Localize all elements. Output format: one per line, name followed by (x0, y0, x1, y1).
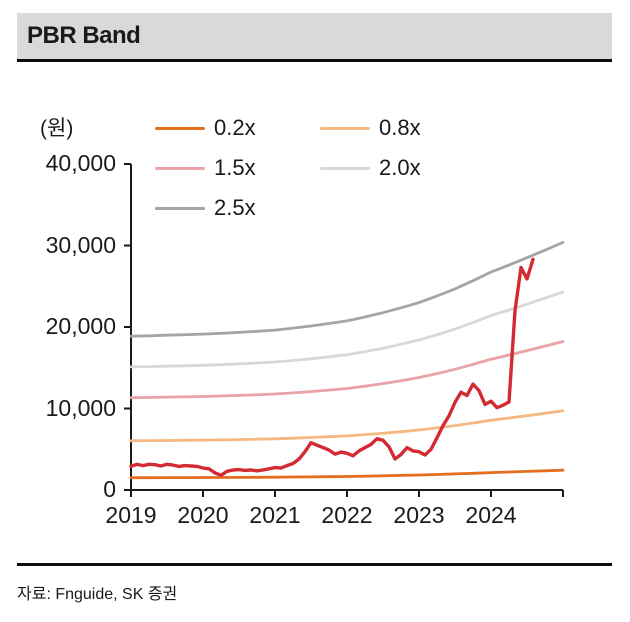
y-tick-label-10000: 10,000 (45, 394, 116, 421)
page-title: PBR Band (27, 22, 141, 49)
legend-label: 2.5x (214, 195, 256, 220)
source-text: 자료: Fnguide, SK 증권 (17, 586, 178, 603)
x-tick-label-2023: 2023 (393, 502, 445, 528)
series-line-1.5x (129, 340, 565, 400)
axis-lines (124, 163, 564, 497)
series-line-2.0x (129, 290, 565, 369)
x-tick-label-2022: 2022 (321, 502, 373, 528)
x-tick-label-2020: 2020 (177, 502, 229, 528)
legend-item-0.8x: 0.8x (320, 108, 485, 148)
footer-divider (17, 563, 612, 566)
series-line-0.8x (129, 409, 565, 443)
legend-label: 1.5x (214, 155, 256, 180)
series-line-0.2x (129, 468, 565, 480)
legend-label: 0.8x (379, 115, 421, 140)
series-line-2.5x (129, 240, 565, 338)
legend-item-0.2x: 0.2x (155, 108, 320, 148)
y-tick-label-20000: 20,000 (45, 313, 116, 339)
x-tick-label-2021: 2021 (249, 502, 301, 528)
y-tick-label-0: 0 (103, 476, 116, 502)
legend-item-2.5x: 2.5x (155, 188, 320, 228)
y-tick-label-40000: 40,000 (45, 150, 116, 176)
legend-swatch-2.5x (155, 206, 205, 210)
x-tick-label-2024: 2024 (465, 502, 517, 528)
legend-label: 2.0x (379, 155, 421, 180)
chart-legend: 0.2x 0.8x 1.5x 2.0x 2.5x (155, 108, 625, 228)
legend-swatch-0.8x (320, 126, 370, 130)
series-line-price (129, 257, 535, 477)
chart-title-bar: PBR Band (17, 13, 612, 62)
legend-label: 0.2x (214, 115, 256, 140)
y-axis-unit-label: (원) (40, 117, 74, 140)
legend-item-1.5x: 1.5x (155, 148, 320, 188)
y-tick-label-30000: 30,000 (45, 231, 116, 258)
x-tick-label-2019: 2019 (105, 502, 157, 528)
legend-item-2.0x: 2.0x (320, 148, 485, 188)
legend-swatch-2.0x (320, 166, 370, 170)
legend-swatch-1.5x (155, 166, 205, 170)
legend-swatch-0.2x (155, 126, 205, 130)
